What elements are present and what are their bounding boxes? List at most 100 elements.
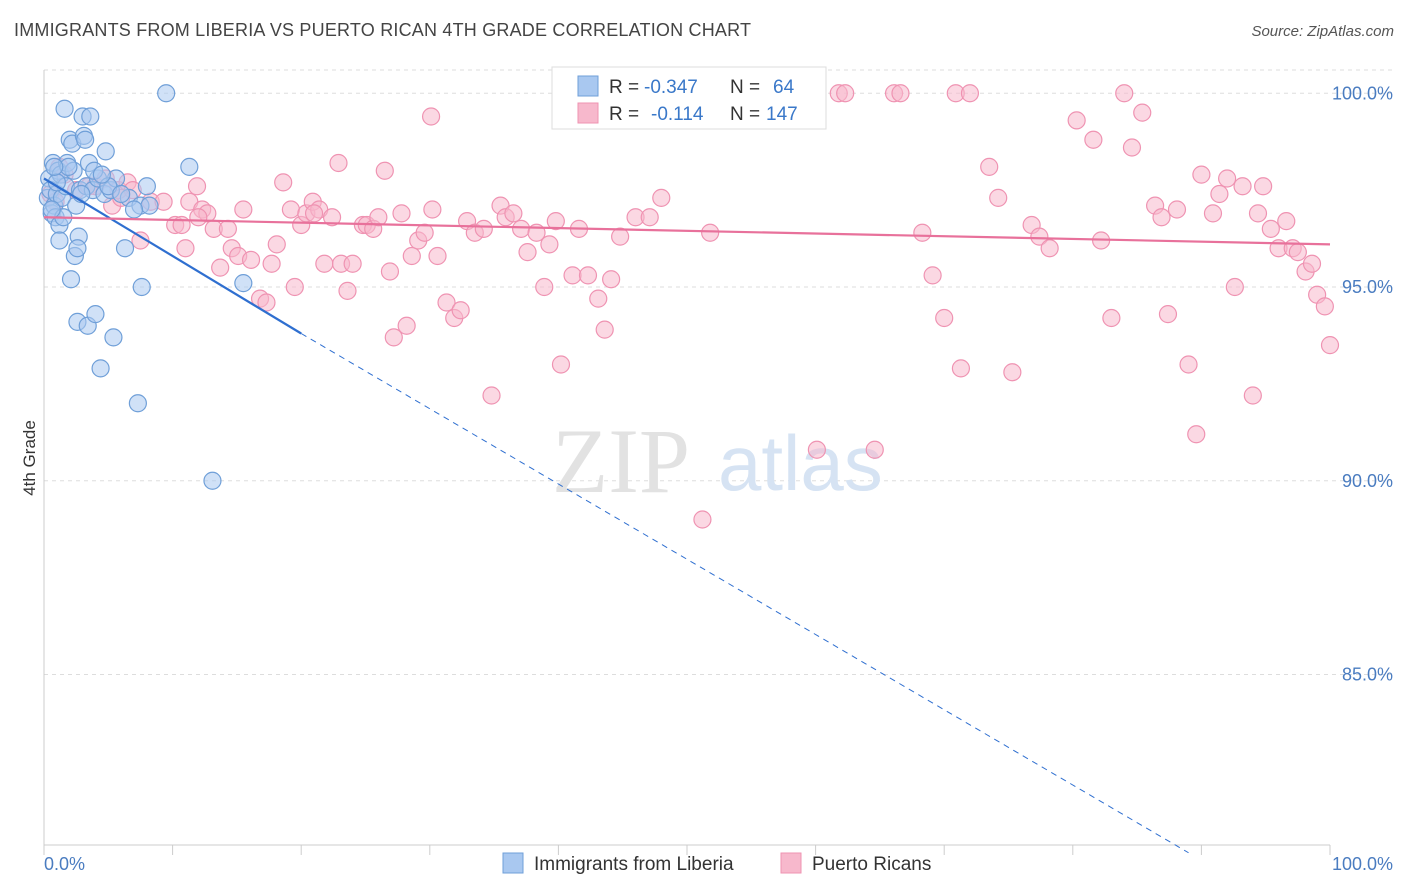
point-puerto	[1225, 277, 1244, 297]
point-puerto	[1320, 336, 1340, 355]
chart-source: Source: ZipAtlas.com	[1251, 23, 1394, 40]
correlation-legend: R = -0.347 N = 64 R = -0.114 N = 147	[551, 66, 827, 130]
point-puerto	[1122, 138, 1142, 157]
watermark-zip: ZIP	[552, 410, 690, 512]
point-puerto	[1179, 355, 1198, 374]
point-puerto	[1203, 204, 1223, 223]
legend-n-value-2: 147	[766, 104, 798, 125]
point-puerto	[701, 223, 720, 242]
point-puerto	[578, 266, 598, 285]
point-puerto	[1040, 239, 1059, 258]
point-puerto	[474, 219, 493, 238]
legend-r-value-2: -0.114	[651, 104, 704, 125]
point-puerto	[504, 204, 523, 223]
point-puerto	[234, 200, 253, 219]
point-puerto	[343, 254, 362, 273]
point-puerto	[913, 223, 932, 242]
legend-n-label-1: N =	[730, 77, 760, 98]
point-puerto	[891, 84, 910, 103]
point-puerto	[482, 386, 501, 405]
point-liberia	[81, 107, 100, 126]
legend-swatch-liberia	[577, 75, 599, 97]
point-liberia	[55, 99, 74, 118]
point-puerto	[951, 359, 971, 378]
point-puerto	[546, 212, 565, 231]
point-puerto	[257, 293, 276, 312]
legend-r-value-1: -0.347	[644, 77, 698, 98]
point-puerto	[176, 239, 195, 258]
point-liberia	[91, 359, 110, 378]
point-puerto	[1187, 425, 1206, 444]
point-liberia	[68, 239, 87, 258]
point-puerto	[338, 281, 357, 300]
legend-n-value-1: 64	[773, 77, 795, 98]
trend-line-puerto	[43, 216, 1331, 246]
chart-title: IMMIGRANTS FROM LIBERIA VS PUERTO RICAN …	[14, 20, 752, 40]
point-puerto	[1277, 212, 1296, 231]
point-puerto	[551, 355, 571, 374]
point-puerto	[935, 308, 954, 328]
point-liberia	[45, 157, 64, 176]
bottom-legend-swatch-liberia	[502, 852, 524, 874]
point-puerto	[652, 188, 671, 207]
point-puerto	[980, 157, 999, 176]
point-puerto	[540, 235, 559, 254]
point-puerto	[304, 204, 324, 223]
point-puerto	[322, 208, 342, 227]
legend-r-label-2: R =	[609, 104, 639, 125]
point-puerto	[267, 235, 286, 254]
point-liberia	[157, 84, 176, 103]
x-tick-label-min: 0.0%	[44, 854, 85, 874]
point-liberia	[140, 196, 159, 215]
point-liberia	[92, 165, 111, 184]
point-puerto	[1067, 111, 1086, 130]
point-puerto	[1152, 208, 1171, 227]
point-puerto	[451, 301, 470, 320]
point-liberia	[61, 270, 81, 289]
y-tick-label: 95.0%	[1342, 277, 1393, 297]
point-puerto	[535, 277, 554, 297]
point-puerto	[274, 173, 293, 192]
point-puerto	[1102, 308, 1121, 328]
point-liberia	[76, 130, 95, 149]
point-puerto	[602, 270, 621, 289]
point-puerto	[1243, 386, 1262, 405]
point-puerto	[402, 246, 421, 266]
point-puerto	[807, 440, 826, 459]
point-liberia	[180, 157, 199, 176]
point-puerto	[1030, 227, 1049, 246]
point-puerto	[640, 208, 659, 227]
point-puerto	[315, 254, 334, 273]
point-puerto	[1133, 103, 1152, 122]
point-puerto	[415, 223, 434, 242]
point-puerto	[437, 293, 456, 312]
watermark-atlas: atlas	[718, 419, 883, 507]
point-puerto	[512, 219, 531, 238]
point-puerto	[989, 188, 1008, 207]
point-puerto	[1167, 200, 1187, 219]
point-puerto	[1254, 177, 1273, 196]
point-liberia	[86, 305, 105, 324]
point-liberia	[115, 239, 135, 258]
legend-r-label-1: R =	[609, 77, 639, 98]
y-tick-label: 100.0%	[1332, 83, 1393, 103]
point-puerto	[384, 328, 403, 347]
point-puerto	[187, 177, 207, 196]
point-puerto	[375, 161, 394, 180]
point-puerto	[369, 208, 388, 227]
point-puerto	[397, 316, 416, 335]
point-liberia	[124, 200, 144, 219]
point-liberia	[96, 142, 115, 161]
point-puerto	[960, 84, 980, 103]
series-legend: Immigrants from Liberia Puerto Ricans	[502, 852, 931, 875]
point-liberia	[112, 184, 131, 204]
point-puerto	[1288, 243, 1307, 262]
bottom-legend-label-liberia: Immigrants from Liberia	[534, 854, 734, 875]
point-puerto	[285, 277, 304, 297]
legend-n-label-2: N =	[730, 104, 760, 125]
point-puerto	[1003, 363, 1022, 382]
y-axis-label: 4th Grade	[20, 420, 39, 496]
trend-line-liberia	[43, 177, 302, 335]
point-puerto	[380, 262, 400, 281]
point-puerto	[923, 266, 942, 285]
